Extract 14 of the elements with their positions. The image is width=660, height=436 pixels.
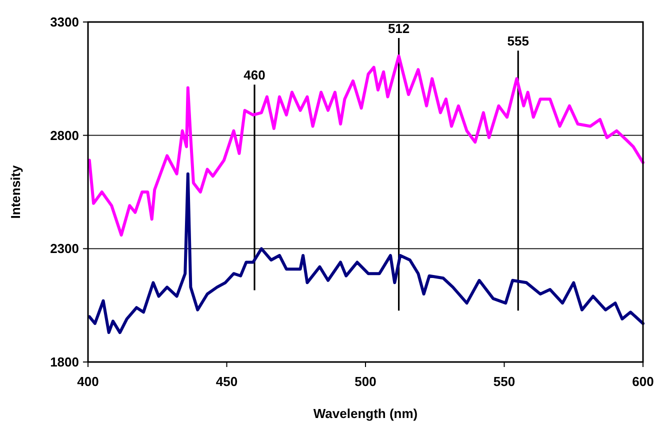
ref-line-label: 460 bbox=[244, 68, 266, 83]
ref-line-label: 555 bbox=[507, 34, 529, 49]
x-tick-label: 500 bbox=[354, 374, 376, 389]
ref-line-label: 512 bbox=[388, 21, 410, 36]
x-tick-label: 600 bbox=[632, 374, 654, 389]
y-tick-label: 2300 bbox=[50, 241, 79, 256]
x-tick-label: 550 bbox=[493, 374, 516, 389]
x-tick-label: 400 bbox=[77, 374, 99, 389]
x-axis-title: Wavelength (nm) bbox=[313, 406, 418, 421]
y-tick-label: 3300 bbox=[50, 14, 79, 30]
x-tick-label: 450 bbox=[216, 374, 238, 389]
y-axis-title: Intensity bbox=[8, 164, 23, 219]
y-tick-label: 1800 bbox=[50, 354, 79, 370]
y-tick-label: 2800 bbox=[50, 128, 79, 143]
